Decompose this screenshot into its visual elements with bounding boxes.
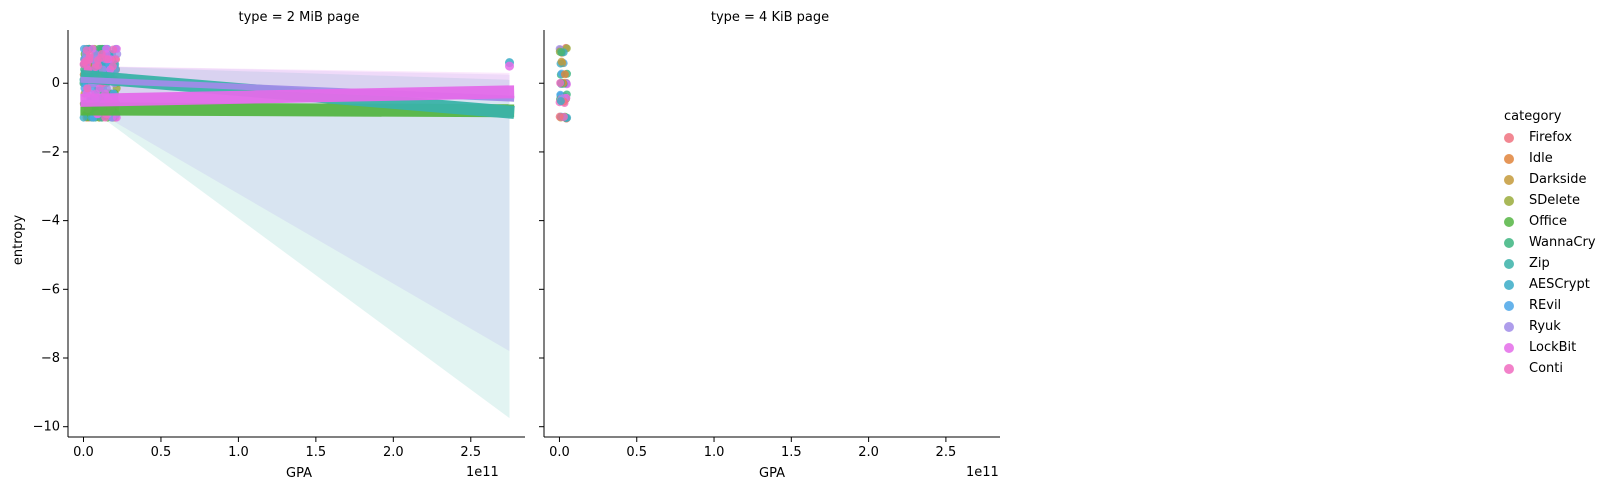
x-ticks: 0.0 0.5 1.0 1.5 2.0 2.5 [73, 437, 481, 460]
legend-item-office: Office [1496, 211, 1596, 232]
panel-4kib: type = 4 KiB page 0.0 0.5 1.0 1.5 2.0 2.5 GPA… [539, 10, 1000, 481]
legend-marker [1504, 363, 1514, 374]
point-aescrypt [556, 97, 565, 106]
legend-label: REvil [1529, 298, 1562, 313]
legend-item-wannacry: WannaCry [1496, 232, 1596, 253]
legend-marker [1504, 300, 1514, 311]
legend-label: Zip [1529, 256, 1550, 271]
y-tick-label: 0 [52, 76, 60, 91]
legend-label: Firefox [1529, 130, 1573, 145]
y-tick-label: −4 [41, 214, 60, 229]
y-tick-label: −10 [33, 420, 60, 435]
panel-2mib-title: type = 2 MiB page [239, 10, 360, 25]
legend-label: Office [1529, 214, 1567, 229]
x-axis-label: GPA [286, 466, 312, 481]
legend-label: LockBit [1529, 340, 1577, 355]
legend-marker [1504, 258, 1514, 269]
x-tick-label: 1.0 [228, 445, 249, 460]
x-tick-label: 0.5 [626, 445, 647, 460]
legend-marker [1504, 279, 1514, 290]
y-axis-label: entropy [11, 215, 26, 266]
x-tick-label: 2.0 [383, 445, 404, 460]
point-conti [85, 55, 94, 64]
point-conti [109, 45, 118, 54]
point-darkside [557, 57, 566, 66]
confidence-band-ryuk [83, 66, 510, 352]
outlier-point-lockbit [505, 61, 515, 71]
point-lockbit [102, 44, 111, 53]
legend-marker [1504, 237, 1514, 248]
x-tick-label: 1.5 [781, 445, 802, 460]
legend-item-ryuk: Ryuk [1496, 316, 1596, 337]
scatter-points [555, 43, 572, 123]
legend-item-firefox: Firefox [1496, 127, 1596, 148]
legend-label: Darkside [1529, 172, 1587, 187]
x-ticks: 0.0 0.5 1.0 1.5 2.0 2.5 [549, 437, 956, 460]
x-tick-label: 0.5 [151, 445, 172, 460]
y-ticks: 0 −2 −4 −6 −8 −10 [33, 76, 68, 435]
legend-item-aescrypt: AESCrypt [1496, 274, 1596, 295]
legend-marker [1504, 174, 1514, 185]
point-conti [108, 62, 117, 71]
x-tick-label: 0.0 [73, 445, 94, 460]
legend-label: Idle [1529, 151, 1553, 166]
legend-label: SDelete [1529, 193, 1580, 208]
legend-item-sdelete: SDelete [1496, 190, 1596, 211]
point-conti [93, 56, 102, 65]
panel-4kib-title: type = 4 KiB page [711, 10, 829, 25]
legend-marker [1504, 216, 1514, 227]
point-conti [83, 84, 92, 93]
y-ticks [539, 82, 544, 428]
legend-item-conti: Conti [1496, 358, 1596, 379]
point-conti [103, 55, 112, 64]
y-tick-label: −8 [41, 351, 60, 366]
legend-item-zip: Zip [1496, 253, 1596, 274]
x-axis-label: GPA [759, 466, 785, 481]
legend-item-darkside: Darkside [1496, 169, 1596, 190]
legend-marker [1504, 153, 1514, 164]
regression-line-lockbit [80, 85, 515, 107]
x-tick-label: 1.5 [306, 445, 327, 460]
legend-items: Firefox Idle Darkside SDelete Office WannaCry… [1496, 127, 1596, 379]
legend-label: WannaCry [1529, 235, 1596, 250]
y-tick-label: −6 [41, 282, 60, 297]
x-exponent-label: 1e11 [966, 465, 999, 480]
legend-marker [1504, 342, 1514, 353]
x-tick-label: 2.5 [460, 445, 481, 460]
point-wannacry [557, 48, 566, 57]
regression-lines [79, 69, 515, 119]
legend-marker [1504, 195, 1514, 206]
legend-item-idle: Idle [1496, 148, 1596, 169]
legend-item-lockbit: LockBit [1496, 337, 1596, 358]
legend-label: AESCrypt [1529, 277, 1590, 292]
point-firefox [555, 112, 564, 121]
point-conti [111, 55, 120, 64]
point-conti [97, 50, 106, 59]
legend-label: Conti [1529, 361, 1563, 376]
y-tick-label: −2 [41, 145, 60, 160]
point-conti [556, 78, 565, 87]
confidence-band-zip [83, 66, 510, 419]
point-aescrypt [79, 113, 88, 122]
x-tick-label: 0.0 [549, 445, 570, 460]
legend-label: Ryuk [1529, 319, 1561, 334]
point-idle [560, 70, 569, 79]
legend-item-revil: REvil [1496, 295, 1596, 316]
legend: category Firefox Idle Darkside SDelete Offic… [1496, 109, 1596, 379]
x-exponent-label: 1e11 [466, 465, 499, 480]
panel-2mib: type = 2 MiB page 0 −2 −4 −6 −8 −10 0.0 0.5 1.0… [11, 10, 525, 481]
legend-marker [1504, 321, 1514, 332]
legend-title: category [1504, 109, 1562, 124]
confidence-bands [83, 66, 510, 419]
x-tick-label: 2.5 [936, 445, 957, 460]
x-tick-label: 2.0 [858, 445, 879, 460]
legend-marker [1504, 132, 1514, 143]
x-tick-label: 1.0 [704, 445, 725, 460]
